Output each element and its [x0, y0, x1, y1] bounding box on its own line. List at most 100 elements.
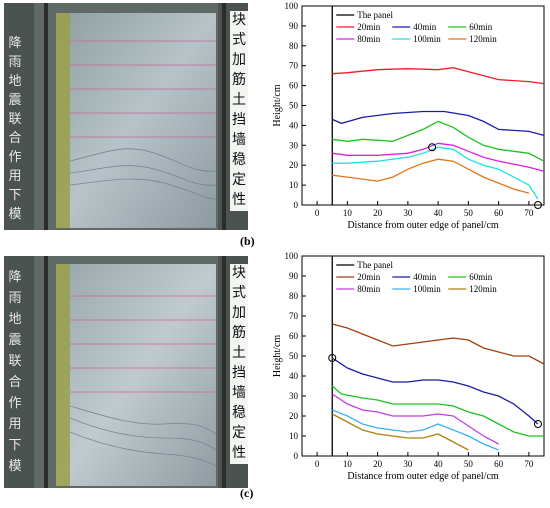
series-line-80min: [332, 142, 545, 172]
side-char: 挡: [232, 113, 246, 128]
y-tick-label: 30: [289, 140, 299, 150]
series-line-100min: [332, 146, 539, 200]
y-tick-label: 40: [289, 371, 299, 381]
x-tick-label: 60: [494, 459, 504, 469]
legend-label: 40min: [413, 272, 437, 282]
circle-marker: [328, 354, 337, 362]
y-tick-label: 90: [289, 271, 299, 281]
side-char: 作: [8, 395, 22, 410]
y-tick-label: 90: [289, 21, 299, 31]
side-char: 地: [8, 73, 22, 88]
y-axis-label: Height/cm: [272, 84, 283, 126]
x-tick-label: 0: [315, 208, 320, 218]
y-tick-label: 0: [294, 200, 299, 210]
x-tick-label: 30: [403, 459, 413, 469]
side-char: 下: [8, 187, 22, 202]
x-tick-label: 40: [434, 459, 444, 469]
y-tick-label: 70: [289, 311, 299, 321]
chart-b-svg: 0 10 20 30 40 50 60 70 80 90 100 0 10 20 30 40 50 60 70 Dis…: [272, 1, 545, 231]
side-char: 震: [8, 92, 22, 107]
y-tick-label: 10: [289, 180, 299, 190]
side-char: 模: [8, 458, 22, 473]
legend-label: 80min: [357, 34, 381, 44]
x-tick-label: 20: [373, 208, 383, 218]
side-char: 地: [8, 311, 22, 326]
series-line-120min: [331, 413, 469, 451]
circle-marker: [533, 420, 542, 428]
legend-label: 120min: [469, 34, 497, 44]
x-tick-label: 70: [524, 459, 534, 469]
side-char: 墙: [232, 133, 246, 148]
legend-label: 60min: [469, 22, 493, 32]
photo-drawing-c: [4, 256, 248, 488]
side-char: 筋: [232, 326, 246, 341]
side-char: 合: [8, 130, 22, 145]
side-text-right-b: 块 式 加 筋 土 挡 墙 稳 定 性: [230, 11, 248, 211]
side-char: 降: [8, 269, 22, 284]
test-photo-b: 块 式 加 筋 土 挡 墙 稳 定 性 降 雨 地 震 联 合 作 用 下 模: [4, 3, 248, 230]
side-char: 震: [8, 332, 22, 347]
circle-marker: [428, 143, 437, 152]
side-char: 稳: [232, 153, 246, 168]
y-tick-label: 10: [289, 431, 299, 441]
side-char: 块: [232, 13, 246, 28]
side-char: 合: [8, 374, 22, 389]
side-char: 块: [232, 266, 246, 281]
side-char: 定: [232, 426, 246, 441]
side-char: 式: [232, 33, 246, 48]
legend-label: 60min: [469, 272, 493, 282]
y-tick-label: 60: [289, 81, 299, 91]
series-line-20min: [332, 67, 545, 85]
y-tick-label: 50: [289, 351, 299, 361]
legend-label: 40min: [413, 22, 437, 32]
y-tick-label: 40: [289, 120, 299, 130]
side-char: 雨: [8, 54, 22, 69]
x-tick-label: 70: [524, 208, 534, 218]
figure-label-b: (b): [240, 234, 255, 248]
side-char: 联: [8, 111, 22, 126]
x-tick-label: 50: [464, 208, 474, 218]
y-tick-label: 20: [289, 411, 299, 421]
side-char: 雨: [8, 290, 22, 305]
legend-label: 20min: [357, 272, 381, 282]
side-text-left-c: 降 雨 地 震 联 合 作 用 下 模: [6, 266, 24, 476]
y-axis-label: Height/cm: [272, 335, 283, 377]
legend-label: 80min: [357, 284, 381, 294]
series-line-120min: [332, 158, 530, 194]
series-line-40min: [331, 357, 539, 425]
series-line-20min: [332, 323, 545, 365]
side-char: 土: [232, 346, 246, 361]
y-tick-label: 50: [289, 101, 299, 111]
test-photo-c: 块 式 加 筋 土 挡 墙 稳 定 性 降 雨 地 震 联 合 作 用 下 模: [4, 256, 248, 488]
y-tick-label: 80: [289, 41, 299, 51]
legend-label: 20min: [357, 22, 381, 32]
side-char: 性: [232, 446, 246, 461]
x-tick-label: 30: [403, 208, 413, 218]
side-text-left-b: 降 雨 地 震 联 合 作 用 下 模: [6, 33, 24, 223]
legend-label: The panel: [357, 10, 393, 20]
side-char: 模: [8, 206, 22, 221]
x-tick-label: 20: [373, 459, 383, 469]
y-tick-label: 100: [285, 1, 299, 11]
x-tick-label: 0: [315, 459, 320, 469]
side-char: 加: [232, 53, 246, 68]
y-tick-label: 70: [289, 61, 299, 71]
y-tick-label: 30: [289, 391, 299, 401]
legend-label: 120min: [469, 284, 497, 294]
x-tick-label: 40: [434, 208, 444, 218]
side-char: 降: [8, 35, 22, 50]
side-char: 定: [232, 173, 246, 188]
photo-drawing-b: [4, 3, 248, 230]
side-char: 作: [8, 149, 22, 164]
side-char: 加: [232, 306, 246, 321]
side-char: 墙: [232, 386, 246, 401]
legend-label: 100min: [413, 284, 441, 294]
x-tick-label: 60: [494, 208, 504, 218]
legend-label: The panel: [357, 260, 393, 270]
series-line-60min: [331, 385, 544, 437]
side-char: 下: [8, 437, 22, 452]
side-char: 式: [232, 286, 246, 301]
series-line-100min: [332, 409, 499, 451]
y-tick-label: 0: [294, 451, 299, 461]
x-tick-label: 10: [343, 459, 353, 469]
